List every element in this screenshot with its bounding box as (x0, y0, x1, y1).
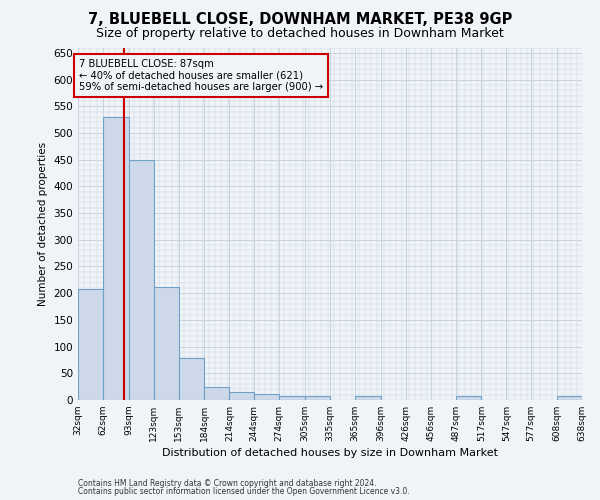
Bar (78, 290, 103, 400)
Text: 7, BLUEBELL CLOSE, DOWNHAM MARKET, PE38 9GP: 7, BLUEBELL CLOSE, DOWNHAM MARKET, PE38 … (88, 12, 512, 28)
Text: 7 BLUEBELL CLOSE: 87sqm
← 40% of detached houses are smaller (621)
59% of semi-d: 7 BLUEBELL CLOSE: 87sqm ← 40% of detache… (79, 59, 323, 92)
Bar (279, 396, 305, 400)
Bar (229, 392, 254, 400)
Bar (254, 394, 279, 400)
Bar (129, 160, 154, 400)
Text: Contains public sector information licensed under the Open Government Licence v3: Contains public sector information licen… (78, 487, 410, 496)
Text: Contains HM Land Registry data © Crown copyright and database right 2024.: Contains HM Land Registry data © Crown c… (78, 478, 377, 488)
Bar (355, 396, 381, 400)
Bar (103, 117, 129, 400)
Bar (305, 396, 330, 400)
Bar (457, 396, 481, 400)
Bar (179, 358, 205, 400)
Text: Size of property relative to detached houses in Downham Market: Size of property relative to detached ho… (96, 28, 504, 40)
X-axis label: Distribution of detached houses by size in Downham Market: Distribution of detached houses by size … (162, 448, 498, 458)
Y-axis label: Number of detached properties: Number of detached properties (38, 142, 48, 306)
Bar (154, 287, 179, 400)
Bar (205, 386, 229, 400)
Bar (557, 396, 582, 400)
